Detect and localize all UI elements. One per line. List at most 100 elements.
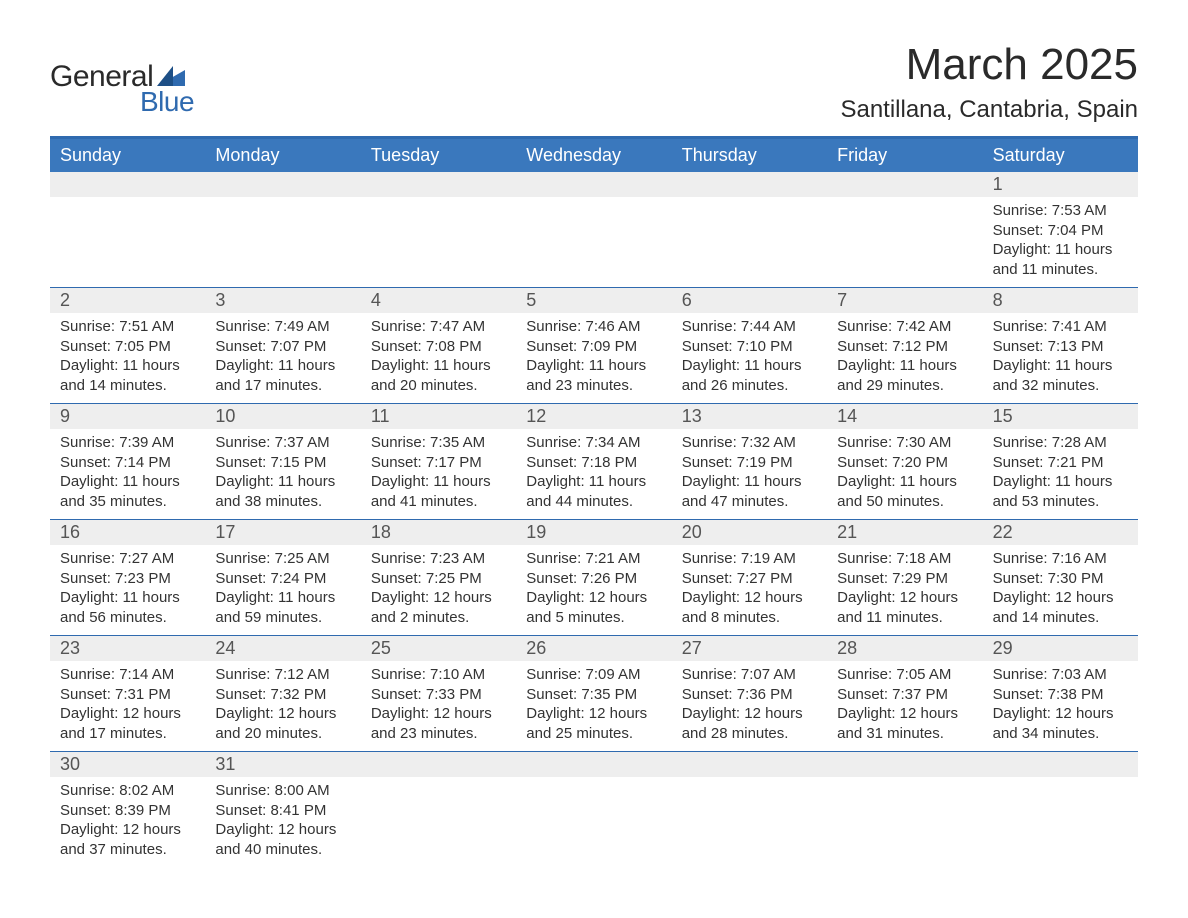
sunrise-value: Sunrise: 7:16 AM bbox=[993, 549, 1128, 569]
logo: General Blue bbox=[50, 60, 194, 118]
day-data-row: Sunrise: 8:02 AMSunset: 8:39 PMDaylight:… bbox=[50, 777, 1138, 867]
calendar-week: 16171819202122Sunrise: 7:27 AMSunset: 7:… bbox=[50, 519, 1138, 635]
daylight-value: Daylight: 11 hours and 41 minutes. bbox=[371, 472, 506, 511]
sunrise-value: Sunrise: 8:02 AM bbox=[60, 781, 195, 801]
daylight-value: Daylight: 11 hours and 38 minutes. bbox=[215, 472, 350, 511]
sunset-value: Sunset: 7:29 PM bbox=[837, 569, 972, 589]
day-number: 25 bbox=[361, 636, 516, 661]
day-cell: Sunrise: 7:03 AMSunset: 7:38 PMDaylight:… bbox=[983, 661, 1138, 751]
day-data-row: Sunrise: 7:14 AMSunset: 7:31 PMDaylight:… bbox=[50, 661, 1138, 751]
daylight-value: Daylight: 11 hours and 20 minutes. bbox=[371, 356, 506, 395]
sunset-value: Sunset: 7:12 PM bbox=[837, 337, 972, 357]
sunrise-value: Sunrise: 7:37 AM bbox=[215, 433, 350, 453]
day-data-row: Sunrise: 7:53 AMSunset: 7:04 PMDaylight:… bbox=[50, 197, 1138, 287]
daylight-value: Daylight: 12 hours and 14 minutes. bbox=[993, 588, 1128, 627]
daylight-value: Daylight: 11 hours and 23 minutes. bbox=[526, 356, 661, 395]
sunrise-value: Sunrise: 7:10 AM bbox=[371, 665, 506, 685]
day-cell: Sunrise: 7:46 AMSunset: 7:09 PMDaylight:… bbox=[516, 313, 671, 403]
day-cell: Sunrise: 7:19 AMSunset: 7:27 PMDaylight:… bbox=[672, 545, 827, 635]
day-number: 15 bbox=[983, 404, 1138, 429]
daylight-value: Daylight: 11 hours and 53 minutes. bbox=[993, 472, 1128, 511]
day-number-row: 23242526272829 bbox=[50, 636, 1138, 661]
sunset-value: Sunset: 7:23 PM bbox=[60, 569, 195, 589]
sunset-value: Sunset: 7:07 PM bbox=[215, 337, 350, 357]
sunset-value: Sunset: 7:26 PM bbox=[526, 569, 661, 589]
sunset-value: Sunset: 7:30 PM bbox=[993, 569, 1128, 589]
day-data-row: Sunrise: 7:51 AMSunset: 7:05 PMDaylight:… bbox=[50, 313, 1138, 403]
day-cell: Sunrise: 7:35 AMSunset: 7:17 PMDaylight:… bbox=[361, 429, 516, 519]
weekday-header: Wednesday bbox=[516, 139, 671, 172]
day-cell: Sunrise: 7:47 AMSunset: 7:08 PMDaylight:… bbox=[361, 313, 516, 403]
day-cell: Sunrise: 7:12 AMSunset: 7:32 PMDaylight:… bbox=[205, 661, 360, 751]
day-number: 20 bbox=[672, 520, 827, 545]
day-number: 13 bbox=[672, 404, 827, 429]
day-cell: Sunrise: 7:34 AMSunset: 7:18 PMDaylight:… bbox=[516, 429, 671, 519]
sunset-value: Sunset: 7:08 PM bbox=[371, 337, 506, 357]
sunset-value: Sunset: 7:24 PM bbox=[215, 569, 350, 589]
day-number bbox=[361, 172, 516, 197]
daylight-value: Daylight: 12 hours and 20 minutes. bbox=[215, 704, 350, 743]
sunset-value: Sunset: 7:37 PM bbox=[837, 685, 972, 705]
sunset-value: Sunset: 7:27 PM bbox=[682, 569, 817, 589]
sunrise-value: Sunrise: 7:18 AM bbox=[837, 549, 972, 569]
day-cell: Sunrise: 7:25 AMSunset: 7:24 PMDaylight:… bbox=[205, 545, 360, 635]
day-cell: Sunrise: 7:30 AMSunset: 7:20 PMDaylight:… bbox=[827, 429, 982, 519]
sunset-value: Sunset: 7:35 PM bbox=[526, 685, 661, 705]
sunrise-value: Sunrise: 7:32 AM bbox=[682, 433, 817, 453]
sunset-value: Sunset: 7:25 PM bbox=[371, 569, 506, 589]
logo-word-general: General bbox=[50, 60, 153, 94]
day-number: 26 bbox=[516, 636, 671, 661]
daylight-value: Daylight: 12 hours and 25 minutes. bbox=[526, 704, 661, 743]
daylight-value: Daylight: 12 hours and 11 minutes. bbox=[837, 588, 972, 627]
weekday-header: Monday bbox=[205, 139, 360, 172]
day-cell: Sunrise: 7:07 AMSunset: 7:36 PMDaylight:… bbox=[672, 661, 827, 751]
sunrise-value: Sunrise: 7:27 AM bbox=[60, 549, 195, 569]
day-number bbox=[672, 752, 827, 777]
day-number bbox=[516, 752, 671, 777]
day-number: 3 bbox=[205, 288, 360, 313]
sunset-value: Sunset: 7:33 PM bbox=[371, 685, 506, 705]
daylight-value: Daylight: 12 hours and 8 minutes. bbox=[682, 588, 817, 627]
sunrise-value: Sunrise: 8:00 AM bbox=[215, 781, 350, 801]
day-number: 22 bbox=[983, 520, 1138, 545]
day-number: 28 bbox=[827, 636, 982, 661]
day-cell: Sunrise: 7:53 AMSunset: 7:04 PMDaylight:… bbox=[983, 197, 1138, 287]
day-cell bbox=[361, 777, 516, 867]
sunset-value: Sunset: 7:20 PM bbox=[837, 453, 972, 473]
weekday-header: Tuesday bbox=[361, 139, 516, 172]
sunset-value: Sunset: 7:32 PM bbox=[215, 685, 350, 705]
daylight-value: Daylight: 11 hours and 32 minutes. bbox=[993, 356, 1128, 395]
sunrise-value: Sunrise: 7:19 AM bbox=[682, 549, 817, 569]
day-data-row: Sunrise: 7:27 AMSunset: 7:23 PM Daylight:… bbox=[50, 545, 1138, 635]
daylight-value: Daylight: 11 hours and 50 minutes. bbox=[837, 472, 972, 511]
day-number bbox=[672, 172, 827, 197]
daylight-value: Daylight: 12 hours and 2 minutes. bbox=[371, 588, 506, 627]
day-number: 8 bbox=[983, 288, 1138, 313]
sunrise-value: Sunrise: 7:34 AM bbox=[526, 433, 661, 453]
sunset-value: Sunset: 7:19 PM bbox=[682, 453, 817, 473]
day-number bbox=[827, 752, 982, 777]
day-cell bbox=[205, 197, 360, 287]
logo-shape-icon bbox=[157, 64, 185, 86]
sunrise-value: Sunrise: 7:12 AM bbox=[215, 665, 350, 685]
daylight-value: Daylight: 12 hours and 28 minutes. bbox=[682, 704, 817, 743]
sunset-value: Sunset: 8:41 PM bbox=[215, 801, 350, 821]
day-number: 5 bbox=[516, 288, 671, 313]
day-number: 14 bbox=[827, 404, 982, 429]
sunrise-value: Sunrise: 7:07 AM bbox=[682, 665, 817, 685]
daylight-value: Daylight: 11 hours and 14 minutes. bbox=[60, 356, 195, 395]
day-number: 11 bbox=[361, 404, 516, 429]
calendar-body: 1Sunrise: 7:53 AMSunset: 7:04 PMDaylight… bbox=[50, 172, 1138, 867]
day-number bbox=[361, 752, 516, 777]
day-number: 17 bbox=[205, 520, 360, 545]
day-number: 2 bbox=[50, 288, 205, 313]
day-number: 29 bbox=[983, 636, 1138, 661]
day-number: 16 bbox=[50, 520, 205, 545]
sunset-value: Sunset: 8:39 PM bbox=[60, 801, 195, 821]
sunrise-value: Sunrise: 7:47 AM bbox=[371, 317, 506, 337]
calendar-week: 3031Sunrise: 8:02 AMSunset: 8:39 PMDayli… bbox=[50, 751, 1138, 867]
calendar-week: 1Sunrise: 7:53 AMSunset: 7:04 PMDaylight… bbox=[50, 172, 1138, 287]
day-number bbox=[827, 172, 982, 197]
weekday-header: Saturday bbox=[983, 139, 1138, 172]
sunrise-value: Sunrise: 7:28 AM bbox=[993, 433, 1128, 453]
